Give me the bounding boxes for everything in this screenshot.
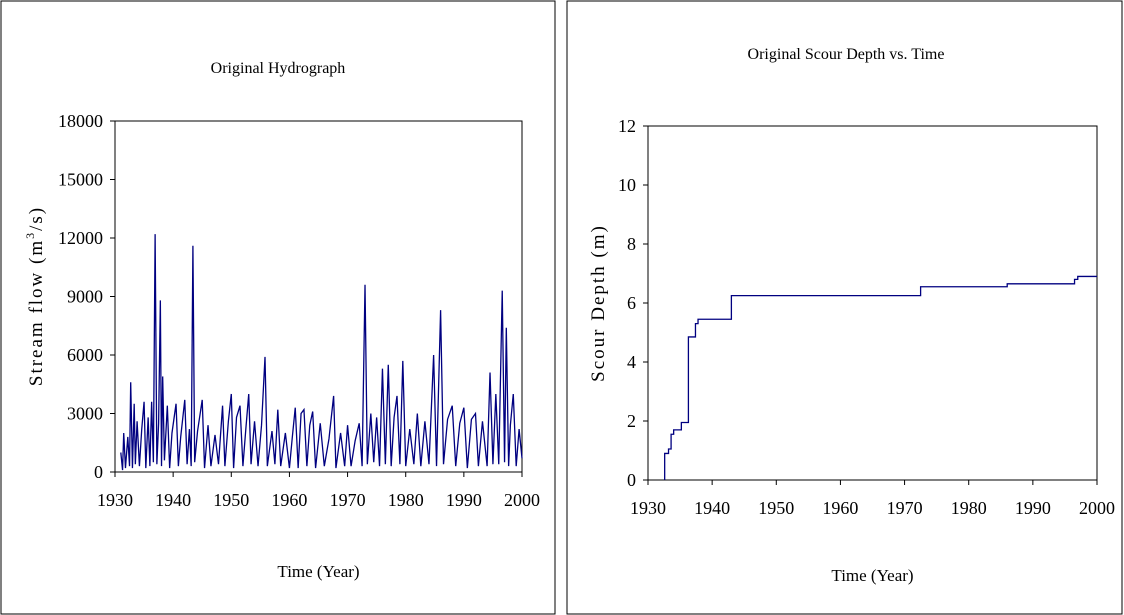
x-axis-label: Time (Year) [831,566,913,585]
y-tick-label: 2 [627,411,636,431]
y-tick-label: 12000 [58,228,103,248]
x-tick-label: 1980 [388,490,424,510]
x-tick-label: 1990 [1015,498,1051,518]
panel-border [0,0,556,615]
y-axis-label-part: /s) [26,206,47,231]
y-tick-label: 0 [94,462,103,482]
chart-title: Original Hydrograph [211,60,346,77]
x-tick-label: 1980 [951,498,987,518]
data-line [664,275,1097,480]
x-tick-label: 1930 [630,498,666,518]
chart-title: Original Scour Depth vs. Time [748,46,945,63]
y-tick-label: 12 [618,116,636,136]
y-tick-label: 4 [627,352,636,372]
y-tick-label: 6000 [67,345,103,365]
x-axis-label: Time (Year) [277,562,359,581]
x-tick-label: 1960 [271,490,307,510]
y-axis-label: Scour Depth (m) [588,224,609,382]
x-tick-label: 1990 [446,490,482,510]
y-tick-label: 10 [618,175,636,195]
y-axis-label: Stream flow (m3/s) [23,206,47,386]
x-tick-label: 1940 [155,490,191,510]
y-tick-label: 0 [627,470,636,490]
y-tick-label: 9000 [67,287,103,307]
y-axis-label-part: Stream flow (m [26,239,47,386]
x-tick-label: 2000 [1079,498,1115,518]
x-tick-label: 1960 [822,498,858,518]
x-tick-label: 1930 [97,490,133,510]
panel-border [566,0,1123,615]
x-tick-label: 1970 [330,490,366,510]
y-tick-label: 8 [627,234,636,254]
x-tick-label: 1950 [213,490,249,510]
y-axis-label-sup: 3 [23,231,37,239]
y-tick-label: 15000 [58,170,103,190]
x-tick-label: 1970 [887,498,923,518]
x-tick-label: 1950 [758,498,794,518]
y-tick-label: 3000 [67,404,103,424]
plot-frame [647,125,1098,481]
data-line [120,234,523,471]
y-tick-label: 18000 [58,111,103,131]
x-tick-label: 2000 [504,490,540,510]
y-tick-label: 6 [627,293,636,313]
x-tick-label: 1940 [694,498,730,518]
